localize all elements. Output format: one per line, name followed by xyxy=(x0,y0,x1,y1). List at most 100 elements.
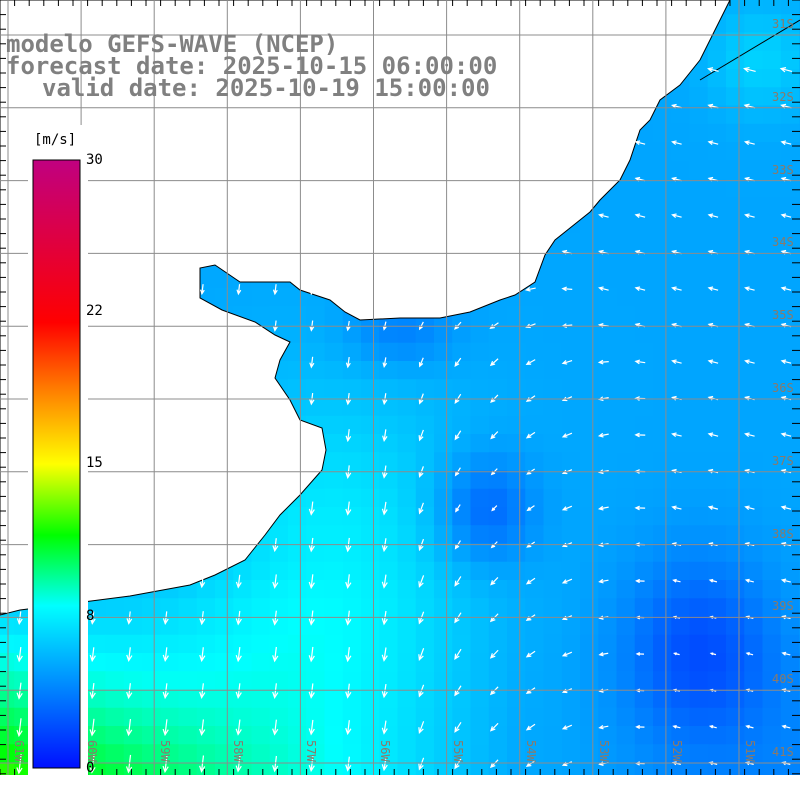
wind-cell xyxy=(470,561,490,581)
wind-cell xyxy=(415,488,435,508)
wind-arrow xyxy=(345,65,351,76)
wind-arrow xyxy=(90,247,96,259)
wind-cell xyxy=(653,488,672,508)
wind-cell xyxy=(379,744,398,763)
wind-cell xyxy=(561,306,581,325)
wind-cell xyxy=(780,415,800,435)
wind-cell xyxy=(397,379,417,398)
wind-arrow xyxy=(236,174,242,186)
wind-cell xyxy=(707,269,727,289)
wind-cell xyxy=(452,488,471,508)
wind-cell xyxy=(707,32,727,52)
wind-cell xyxy=(561,726,581,745)
wind-cell xyxy=(415,598,435,617)
wind-cell xyxy=(744,50,763,70)
wind-cell xyxy=(780,470,800,490)
wind-cell xyxy=(507,598,526,617)
wind-cell xyxy=(616,342,636,362)
wind-cell xyxy=(361,507,380,526)
wind-cell xyxy=(762,616,782,636)
wind-cell xyxy=(707,50,727,70)
wind-cell xyxy=(653,726,672,745)
wind-cell xyxy=(580,324,599,344)
wind-arrow xyxy=(598,103,609,109)
wind-cell xyxy=(744,634,763,654)
wind-cell xyxy=(251,707,271,727)
wind-cell xyxy=(653,616,672,636)
wind-cell xyxy=(525,379,544,398)
wind-cell xyxy=(707,525,727,544)
wind-cell xyxy=(488,707,508,727)
wind-arrow xyxy=(489,286,500,292)
wind-arrow xyxy=(451,67,463,73)
wind-cell xyxy=(598,671,617,690)
wind-cell xyxy=(616,306,636,325)
wind-cell xyxy=(762,488,782,508)
wind-arrow xyxy=(126,502,132,515)
wind-cell xyxy=(780,160,800,179)
wind-cell xyxy=(452,452,471,471)
wind-cell xyxy=(397,434,417,453)
wind-cell xyxy=(726,342,745,362)
wind-cell xyxy=(707,616,727,636)
wind-cell xyxy=(598,342,617,362)
wind-cell xyxy=(306,543,325,563)
wind-arrow xyxy=(634,213,646,219)
wind-cell xyxy=(616,707,636,727)
wind-cell xyxy=(324,361,344,380)
wind-cell xyxy=(707,580,727,599)
wind-cell xyxy=(780,142,800,161)
wind-arrow xyxy=(308,574,315,590)
wind-arrow xyxy=(309,284,315,296)
wind-cell xyxy=(397,634,417,654)
wind-cell xyxy=(397,525,417,544)
wind-cell xyxy=(507,634,526,654)
wind-cell xyxy=(580,215,599,234)
wind-cell xyxy=(507,616,526,636)
wind-cell xyxy=(707,415,727,435)
wind-cell xyxy=(123,726,143,745)
wind-arrow xyxy=(90,357,96,369)
wind-cell xyxy=(525,616,544,636)
wind-cell xyxy=(342,634,362,654)
wind-cell xyxy=(434,653,453,672)
wind-cell xyxy=(178,744,198,763)
wind-cell xyxy=(342,397,362,417)
wind-cell xyxy=(744,543,763,563)
wind-cell xyxy=(653,379,672,398)
wind-arrow xyxy=(561,360,573,365)
wind-cell xyxy=(142,671,161,690)
wind-cell xyxy=(269,561,289,581)
wind-cell xyxy=(634,653,654,672)
wind-cell xyxy=(543,470,563,490)
wind-cell xyxy=(707,342,727,362)
wind-cell xyxy=(269,543,289,563)
wind-cell xyxy=(726,744,745,763)
wind-cell xyxy=(233,561,252,581)
wind-cell xyxy=(361,744,380,763)
wind-cell xyxy=(689,69,709,88)
wind-cell xyxy=(707,379,727,398)
wind-cell xyxy=(726,32,745,52)
wind-cell xyxy=(196,726,216,745)
wind-cell xyxy=(580,634,599,654)
wind-cell xyxy=(0,689,15,709)
wind-cell xyxy=(744,598,763,617)
wind-cell xyxy=(762,14,782,33)
wind-arrow xyxy=(17,138,23,150)
wind-cell xyxy=(744,87,763,106)
wind-cell xyxy=(634,616,654,636)
wind-arrow xyxy=(90,65,96,77)
wind-cell xyxy=(634,488,654,508)
wind-cell xyxy=(653,288,672,307)
wind-cell xyxy=(288,653,307,672)
wind-cell xyxy=(726,233,745,252)
wind-cell xyxy=(288,507,307,526)
wind-cell xyxy=(671,233,690,252)
wind-cell xyxy=(653,598,672,617)
wind-arrow xyxy=(779,67,793,73)
wind-cell xyxy=(707,653,727,672)
wind-arrow xyxy=(525,431,536,439)
wind-cell xyxy=(634,561,654,581)
wind-cell xyxy=(653,324,672,344)
